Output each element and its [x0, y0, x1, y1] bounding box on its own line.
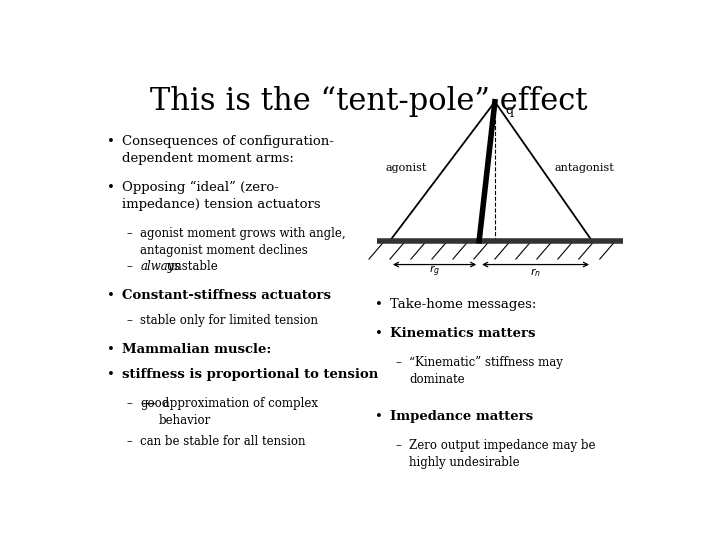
Text: stiffness is proportional to tension: stiffness is proportional to tension [122, 368, 378, 381]
Text: Constant-stiffness actuators: Constant-stiffness actuators [122, 289, 330, 302]
Text: agonist moment grows with angle,
antagonist moment declines: agonist moment grows with angle, antagon… [140, 227, 346, 257]
Text: $r_n$: $r_n$ [530, 266, 541, 279]
Text: Mammalian muscle:: Mammalian muscle: [122, 343, 271, 356]
Text: •: • [107, 181, 114, 194]
Text: –: – [126, 397, 132, 410]
Text: approximation of complex
behavior: approximation of complex behavior [158, 397, 318, 428]
Text: unstable: unstable [163, 260, 217, 273]
Text: Take-home messages:: Take-home messages: [390, 298, 536, 310]
Text: “Kinematic” stiffness may
dominate: “Kinematic” stiffness may dominate [409, 356, 563, 386]
Text: good: good [140, 397, 169, 410]
Text: –: – [126, 435, 132, 448]
Text: –: – [126, 227, 132, 240]
Text: $r_g$: $r_g$ [429, 264, 440, 279]
Text: •: • [107, 136, 114, 148]
Text: –: – [126, 260, 132, 273]
Text: •: • [107, 368, 114, 381]
Text: Consequences of configuration-
dependent moment arms:: Consequences of configuration- dependent… [122, 136, 333, 165]
Text: agonist: agonist [385, 163, 426, 173]
Text: •: • [107, 343, 114, 356]
Text: •: • [107, 289, 114, 302]
Text: q: q [505, 104, 513, 117]
Text: Impedance matters: Impedance matters [390, 410, 534, 423]
Text: –: – [126, 314, 132, 327]
Text: •: • [374, 298, 382, 310]
Text: •: • [374, 327, 382, 340]
Text: Opposing “ideal” (zero-
impedance) tension actuators: Opposing “ideal” (zero- impedance) tensi… [122, 181, 320, 212]
Text: This is the “tent-pole” effect: This is the “tent-pole” effect [150, 85, 588, 117]
Text: Kinematics matters: Kinematics matters [390, 327, 536, 340]
Text: •: • [374, 410, 382, 423]
Text: –: – [396, 439, 402, 452]
Text: Zero output impedance may be
highly undesirable: Zero output impedance may be highly unde… [409, 439, 595, 469]
Text: stable only for limited tension: stable only for limited tension [140, 314, 318, 327]
Text: always: always [140, 260, 181, 273]
Text: can be stable for all tension: can be stable for all tension [140, 435, 306, 448]
Text: antagonist: antagonist [554, 163, 614, 173]
Text: –: – [396, 356, 402, 369]
